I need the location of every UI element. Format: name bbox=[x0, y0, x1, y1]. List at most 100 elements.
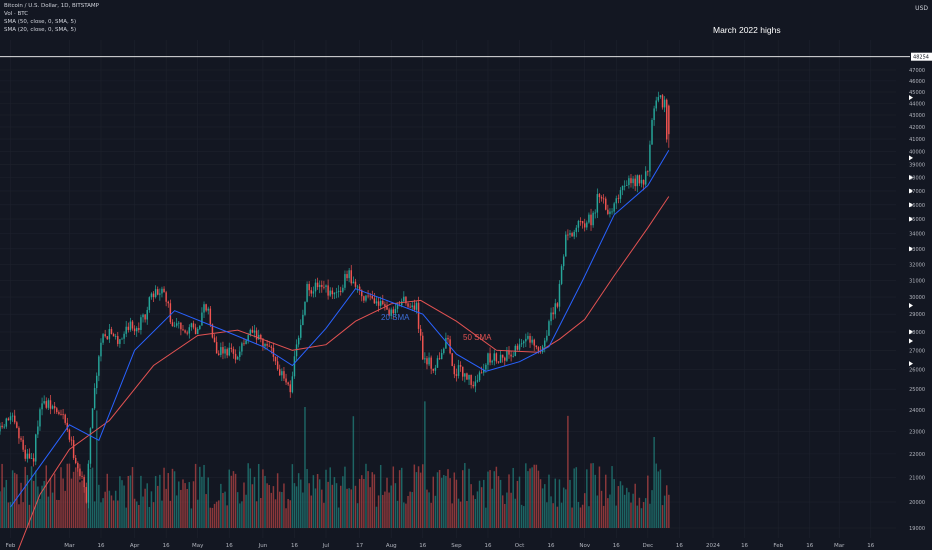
candle-body[interactable] bbox=[609, 211, 611, 214]
sma50-line[interactable] bbox=[11, 196, 670, 550]
candle-body[interactable] bbox=[133, 328, 136, 332]
candle-body[interactable] bbox=[70, 439, 73, 441]
axis-alert-marker[interactable] bbox=[909, 338, 913, 344]
candle-body[interactable] bbox=[424, 358, 426, 360]
candle-body[interactable] bbox=[581, 221, 584, 224]
candle-body[interactable] bbox=[447, 337, 449, 340]
candle-body[interactable] bbox=[178, 322, 180, 324]
candle-body[interactable] bbox=[150, 293, 153, 298]
candle-body[interactable] bbox=[207, 308, 209, 311]
candle-body[interactable] bbox=[222, 347, 224, 354]
candle-body[interactable] bbox=[16, 422, 18, 428]
candle-body[interactable] bbox=[602, 198, 605, 200]
candle-body[interactable] bbox=[558, 283, 561, 307]
candle-body[interactable] bbox=[396, 304, 399, 309]
candle-body[interactable] bbox=[594, 212, 596, 214]
candle-body[interactable] bbox=[64, 414, 66, 423]
candle-body[interactable] bbox=[388, 309, 390, 316]
axis-alert-marker[interactable] bbox=[909, 303, 913, 309]
candle-body[interactable] bbox=[60, 413, 62, 415]
axis-alert-marker[interactable] bbox=[909, 246, 913, 252]
candle-body[interactable] bbox=[184, 330, 186, 333]
candle-body[interactable] bbox=[472, 384, 474, 387]
candle-body[interactable] bbox=[617, 198, 620, 200]
candle-body[interactable] bbox=[386, 306, 388, 310]
candle-body[interactable] bbox=[224, 349, 226, 354]
candle-body[interactable] bbox=[556, 303, 559, 307]
candle-body[interactable] bbox=[382, 300, 384, 305]
candle-body[interactable] bbox=[495, 353, 498, 362]
candle-body[interactable] bbox=[117, 336, 119, 344]
candle-body[interactable] bbox=[510, 354, 512, 357]
candle-body[interactable] bbox=[628, 178, 630, 185]
candle-body[interactable] bbox=[329, 290, 331, 296]
candle-body[interactable] bbox=[546, 335, 548, 341]
candle-body[interactable] bbox=[335, 291, 338, 293]
candle-body[interactable] bbox=[268, 345, 270, 347]
candle-body[interactable] bbox=[621, 185, 624, 191]
candle-body[interactable] bbox=[142, 314, 144, 318]
candle-body[interactable] bbox=[112, 333, 115, 337]
axis-alert-marker[interactable] bbox=[909, 361, 913, 367]
candle-body[interactable] bbox=[619, 190, 622, 199]
candle-body[interactable] bbox=[470, 374, 472, 385]
axis-alert-marker[interactable] bbox=[909, 174, 913, 180]
candle-body[interactable] bbox=[615, 198, 617, 204]
candle-body[interactable] bbox=[173, 325, 176, 327]
candle-body[interactable] bbox=[106, 336, 109, 340]
candle-body[interactable] bbox=[598, 194, 601, 198]
candle-body[interactable] bbox=[62, 414, 64, 415]
candle-body[interactable] bbox=[302, 314, 304, 326]
candle-body[interactable] bbox=[590, 214, 592, 226]
candle-body[interactable] bbox=[579, 221, 582, 222]
candle-body[interactable] bbox=[209, 308, 212, 325]
axis-alert-marker[interactable] bbox=[909, 155, 913, 161]
candle-body[interactable] bbox=[476, 380, 479, 382]
candle-body[interactable] bbox=[371, 296, 374, 299]
axis-alert-marker[interactable] bbox=[909, 188, 913, 194]
candle-body[interactable] bbox=[525, 338, 527, 342]
candle-body[interactable] bbox=[169, 303, 172, 323]
candle-body[interactable] bbox=[354, 281, 357, 287]
candle-body[interactable] bbox=[605, 198, 607, 210]
candle-body[interactable] bbox=[379, 300, 382, 306]
candle-body[interactable] bbox=[575, 227, 578, 232]
candle-body[interactable] bbox=[367, 295, 369, 297]
candle-body[interactable] bbox=[573, 231, 575, 237]
candle-body[interactable] bbox=[24, 449, 26, 459]
candle-body[interactable] bbox=[426, 358, 428, 365]
candle-body[interactable] bbox=[501, 354, 504, 358]
candle-body[interactable] bbox=[81, 476, 83, 477]
candle-body[interactable] bbox=[623, 185, 626, 187]
candle-body[interactable] bbox=[131, 321, 134, 329]
candle-body[interactable] bbox=[192, 323, 195, 328]
candle-body[interactable] bbox=[96, 375, 98, 389]
candle-body[interactable] bbox=[647, 171, 649, 173]
candle-body[interactable] bbox=[600, 197, 603, 199]
candle-body[interactable] bbox=[346, 274, 348, 279]
candle-body[interactable] bbox=[129, 321, 132, 330]
candle-body[interactable] bbox=[253, 330, 256, 333]
candle-body[interactable] bbox=[257, 334, 260, 340]
candle-body[interactable] bbox=[138, 327, 140, 330]
candle-body[interactable] bbox=[544, 340, 546, 347]
candle-body[interactable] bbox=[245, 340, 247, 345]
candle-body[interactable] bbox=[152, 293, 155, 298]
candle-body[interactable] bbox=[239, 351, 241, 357]
candle-body[interactable] bbox=[342, 287, 344, 292]
candle-body[interactable] bbox=[377, 301, 380, 306]
candle-body[interactable] bbox=[3, 426, 5, 428]
candle-body[interactable] bbox=[114, 336, 117, 337]
candle-body[interactable] bbox=[461, 366, 464, 377]
candle-body[interactable] bbox=[321, 284, 323, 287]
march-2022-highs-annotation[interactable]: March 2022 highs bbox=[713, 25, 781, 35]
candle-body[interactable] bbox=[165, 292, 167, 302]
candle-body[interactable] bbox=[135, 327, 138, 332]
candle-body[interactable] bbox=[32, 458, 35, 462]
candle-body[interactable] bbox=[529, 336, 531, 343]
axis-alert-marker[interactable] bbox=[909, 329, 913, 335]
candle-body[interactable] bbox=[655, 100, 657, 109]
candle-body[interactable] bbox=[518, 344, 521, 350]
candle-body[interactable] bbox=[230, 347, 233, 350]
candle-body[interactable] bbox=[489, 353, 491, 363]
